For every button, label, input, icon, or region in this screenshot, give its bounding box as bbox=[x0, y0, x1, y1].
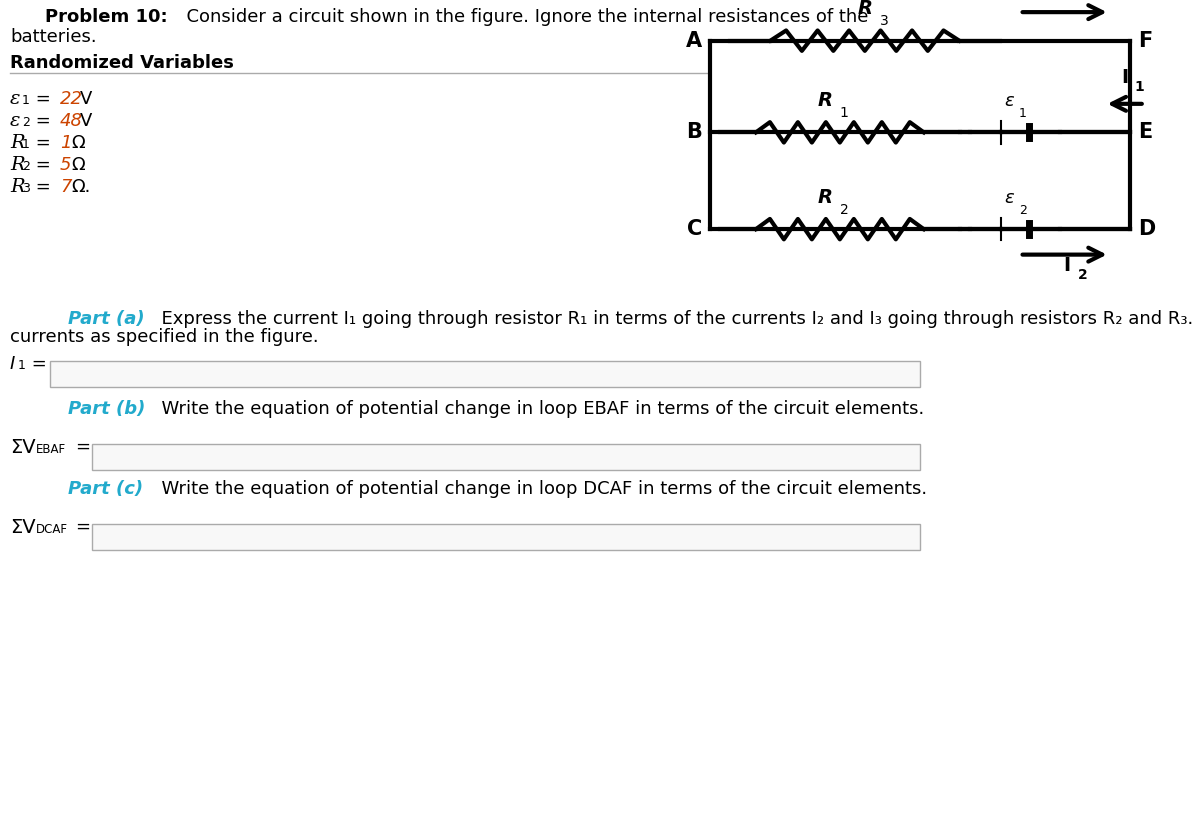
Text: EBAF: EBAF bbox=[36, 443, 66, 456]
Text: 2: 2 bbox=[1078, 268, 1087, 282]
Text: ε: ε bbox=[1004, 92, 1014, 110]
Text: =: = bbox=[30, 178, 56, 196]
Text: Part (c): Part (c) bbox=[68, 480, 143, 498]
Bar bbox=[92, 524, 920, 550]
Text: I: I bbox=[1121, 67, 1128, 86]
Text: I: I bbox=[10, 355, 16, 373]
Text: 1: 1 bbox=[840, 106, 848, 120]
Text: Ω: Ω bbox=[71, 156, 85, 174]
Text: =: = bbox=[30, 112, 56, 130]
Text: =: = bbox=[30, 134, 56, 152]
Text: 48: 48 bbox=[60, 112, 83, 130]
Text: =: = bbox=[74, 518, 90, 536]
Text: V: V bbox=[80, 90, 92, 108]
Text: D: D bbox=[1138, 219, 1154, 239]
Text: ε: ε bbox=[1004, 188, 1014, 207]
Text: 1: 1 bbox=[18, 359, 26, 372]
Text: B: B bbox=[686, 122, 702, 143]
Text: C: C bbox=[686, 219, 702, 239]
Text: Write the equation of potential change in loop DCAF in terms of the circuit elem: Write the equation of potential change i… bbox=[150, 480, 928, 498]
Text: 2: 2 bbox=[22, 160, 30, 173]
Text: R: R bbox=[817, 91, 833, 110]
Text: currents as specified in the figure.: currents as specified in the figure. bbox=[10, 328, 319, 346]
Text: ΣV: ΣV bbox=[10, 518, 36, 537]
Text: R: R bbox=[10, 134, 25, 152]
Text: A: A bbox=[686, 31, 702, 51]
Text: E: E bbox=[1138, 122, 1152, 143]
Text: 3: 3 bbox=[22, 182, 30, 195]
Text: F: F bbox=[1138, 31, 1152, 51]
Text: =: = bbox=[74, 438, 90, 456]
Text: 1: 1 bbox=[1135, 80, 1145, 94]
Text: Part (a): Part (a) bbox=[68, 310, 145, 328]
Text: ε: ε bbox=[10, 90, 20, 108]
Text: V: V bbox=[80, 112, 92, 130]
Text: Consider a circuit shown in the figure. Ignore the internal resistances of the: Consider a circuit shown in the figure. … bbox=[175, 8, 869, 26]
Text: 3: 3 bbox=[880, 14, 888, 28]
Text: ε: ε bbox=[10, 112, 20, 130]
Text: =: = bbox=[30, 156, 56, 174]
Bar bbox=[50, 361, 920, 387]
Text: batteries.: batteries. bbox=[10, 28, 97, 46]
Text: Randomized Variables: Randomized Variables bbox=[10, 54, 234, 72]
Text: Problem 10:: Problem 10: bbox=[46, 8, 168, 26]
Text: 3: 3 bbox=[1078, 0, 1087, 2]
Text: =: = bbox=[30, 90, 56, 108]
Text: 1: 1 bbox=[60, 134, 72, 152]
Text: Ω.: Ω. bbox=[71, 178, 90, 196]
Text: =: = bbox=[26, 355, 47, 373]
Text: 2: 2 bbox=[840, 203, 848, 217]
Text: R: R bbox=[857, 0, 872, 18]
Text: ΣV: ΣV bbox=[10, 438, 36, 457]
Bar bbox=[92, 444, 920, 470]
Text: Part (b): Part (b) bbox=[68, 400, 145, 418]
Text: 5: 5 bbox=[60, 156, 72, 174]
Text: 2: 2 bbox=[1019, 204, 1026, 217]
Text: DCAF: DCAF bbox=[36, 523, 68, 536]
Text: 1: 1 bbox=[22, 138, 30, 151]
Text: Write the equation of potential change in loop EBAF in terms of the circuit elem: Write the equation of potential change i… bbox=[150, 400, 924, 418]
Text: 2: 2 bbox=[22, 116, 30, 129]
Text: Ω: Ω bbox=[71, 134, 85, 152]
Text: R: R bbox=[817, 188, 833, 207]
Text: R: R bbox=[10, 178, 25, 196]
Text: R: R bbox=[10, 156, 25, 174]
Text: 7: 7 bbox=[60, 178, 72, 196]
Text: Express the current I₁ going through resistor R₁ in terms of the currents I₂ and: Express the current I₁ going through res… bbox=[150, 310, 1200, 328]
Text: 1: 1 bbox=[1019, 107, 1026, 120]
Text: 1: 1 bbox=[22, 94, 30, 107]
Text: I: I bbox=[1063, 256, 1070, 275]
Text: 22: 22 bbox=[60, 90, 83, 108]
